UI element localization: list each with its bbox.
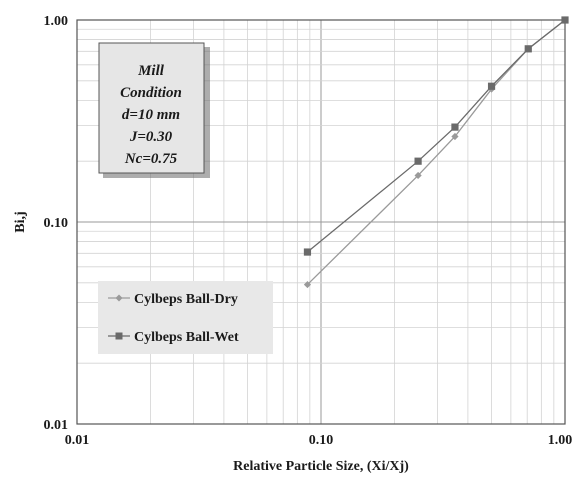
condition-line-2: Condition: [120, 85, 182, 101]
y-tick-label-0.10: 0.10: [44, 216, 69, 231]
x-tick-label-0.01: 0.01: [65, 433, 90, 448]
point-cylbeps-ball-wet-1: [414, 157, 422, 165]
point-cylbeps-ball-wet-2: [451, 123, 459, 131]
point-cylbeps-ball-wet-5: [561, 16, 569, 24]
condition-box: Mill Condition d=10 mm J=0.30 Nc=0.75: [98, 42, 210, 178]
point-cylbeps-ball-wet-0: [303, 248, 312, 256]
x-axis-title: Relative Particle Size, (Xi/Xj): [233, 459, 409, 474]
series-line-cylbeps-ball-wet: [307, 19, 566, 253]
x-tick-label-0.10: 0.10: [309, 433, 334, 448]
series-line-cylbeps-ball-dry: [306, 19, 566, 286]
point-cylbeps-ball-wet-3: [487, 82, 496, 90]
legend-marker-dry: [115, 294, 123, 302]
legend-label-dry: Cylbeps Ball-Dry: [134, 292, 238, 307]
legend-marker-wet: [115, 332, 123, 340]
point-cylbeps-ball-dry-0: [303, 280, 312, 289]
condition-line-5: Nc=0.75: [124, 151, 178, 167]
grid: [76, 19, 566, 425]
point-cylbeps-ball-dry-1: [414, 171, 422, 180]
y-axis-title: Bi,j: [13, 211, 28, 232]
condition-line-1: Mill: [137, 63, 165, 79]
y-tick-label-1.00: 1.00: [44, 14, 69, 29]
condition-line-4: J=0.30: [129, 129, 173, 145]
y-tick-label-0.01: 0.01: [44, 418, 69, 433]
legend: Cylbeps Ball-Dry Cylbeps Ball-Wet: [98, 281, 273, 354]
x-tick-label-1.00: 1.00: [548, 433, 573, 448]
point-cylbeps-ball-wet-4: [524, 45, 532, 53]
series-layer: [303, 16, 569, 289]
point-cylbeps-ball-dry-2: [451, 132, 459, 141]
plot-area-frame: [76, 19, 566, 425]
legend-label-wet: Cylbeps Ball-Wet: [134, 330, 239, 345]
condition-line-3: d=10 mm: [122, 107, 180, 123]
